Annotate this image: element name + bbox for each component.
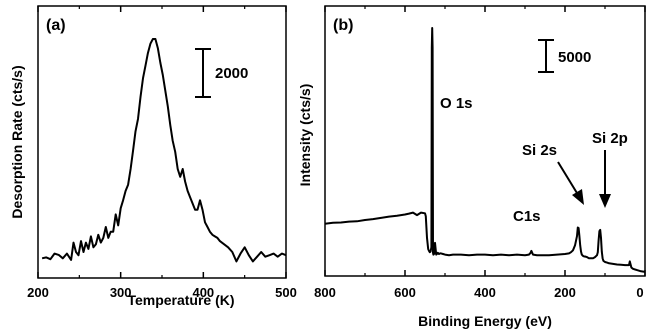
arrow-si2p	[599, 150, 611, 208]
panel-b-ticks	[324, 6, 646, 276]
arrow-si2s	[557, 161, 584, 205]
panel-a-scale-label: 2000	[215, 65, 248, 82]
panel-a-label: (a)	[46, 17, 66, 34]
x-tick-label-400: 400	[192, 285, 214, 300]
panel-b: 800 600 400 200 0 (b) 5000 O 1s Si 2s Si 2p …	[297, 5, 646, 329]
annotation-o1s: O 1s	[440, 95, 473, 112]
panel-a-frame	[37, 5, 287, 279]
panel-b-label: (b)	[333, 17, 353, 34]
arrow-si2p-head	[599, 194, 611, 208]
x-tick-label-800: 800	[314, 285, 336, 300]
panel-b-scale-label: 5000	[558, 49, 591, 66]
x-tick-label-300: 300	[110, 285, 132, 300]
panel-a-desorption-line	[41, 38, 287, 263]
x-tick-label-600: 600	[394, 285, 416, 300]
annotation-si2s: Si 2s	[522, 142, 557, 159]
panel-b-xlabel: Binding Energy (eV)	[418, 313, 552, 329]
x-tick-label-400: 400	[474, 285, 496, 300]
x-tick-label-0: 0	[636, 285, 643, 300]
annotation-c1s: C1s	[513, 208, 541, 225]
arrow-si2s-shaft	[557, 161, 581, 199]
panel-b-ylabel: Intensity (cts/s)	[297, 84, 313, 187]
panel-b-spectrum-line	[324, 27, 646, 273]
panel-a-ticks	[37, 6, 287, 278]
x-tick-label-500: 500	[275, 285, 297, 300]
arrow-si2s-head	[572, 189, 584, 205]
panel-b-tick-labels: 800 600 400 200 0	[314, 285, 643, 300]
x-tick-label-200: 200	[554, 285, 576, 300]
annotation-si2p: Si 2p	[592, 130, 628, 147]
panel-b-scale-bar: 5000	[538, 39, 591, 73]
panel-a-scale-bar: 2000	[195, 48, 248, 98]
panel-a-tick-labels: 200 300 400 500	[27, 285, 297, 300]
panel-a-xlabel: Temperature (K)	[127, 292, 234, 308]
panel-a: 200 300 400 500 (a) 2000 Temperature (K) De…	[9, 5, 297, 308]
x-tick-label-200: 200	[27, 285, 49, 300]
panel-a-ylabel: Desorption Rate (cts/s)	[9, 65, 25, 218]
